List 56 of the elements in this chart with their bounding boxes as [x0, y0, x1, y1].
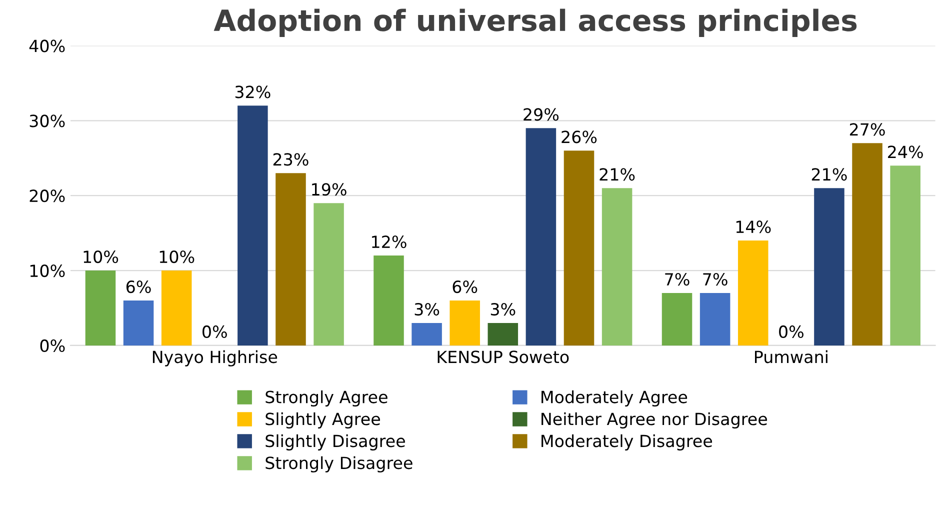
data-label: 0%	[779, 325, 804, 338]
bar	[602, 188, 632, 346]
data-label: 0%	[202, 325, 227, 338]
data-label: 10%	[160, 250, 194, 264]
chart-title: Adoption of universal access principles	[214, 8, 857, 37]
legend-label: Strongly Disagree	[266, 456, 412, 472]
data-label: 27%	[850, 123, 885, 136]
data-label: 6%	[452, 280, 478, 294]
x-tick-label: Pumwani	[755, 350, 828, 364]
data-label: 12%	[372, 236, 406, 248]
y-tick-label: 20%	[30, 190, 65, 202]
legend-label: Moderately Disagree	[542, 434, 712, 450]
legend-label: Moderately Agree	[542, 390, 688, 407]
bar	[238, 106, 268, 346]
data-label: 32%	[235, 86, 270, 98]
data-label: 19%	[312, 183, 346, 196]
bar	[314, 203, 344, 346]
data-label: 21%	[600, 168, 635, 181]
bar	[412, 322, 442, 346]
bar	[123, 300, 154, 346]
bar	[738, 240, 768, 346]
bar	[161, 270, 192, 346]
bar	[662, 292, 692, 346]
legend-label: Slightly Disagree	[266, 434, 405, 450]
y-tick-label: 40%	[29, 40, 65, 52]
data-label: 23%	[273, 153, 308, 166]
data-label: 7%	[665, 272, 690, 286]
y-tick-label: 0%	[40, 339, 65, 352]
bar	[85, 270, 116, 346]
bar	[526, 128, 556, 346]
data-label: 14%	[736, 220, 771, 234]
bar	[488, 322, 518, 346]
bar	[890, 166, 920, 346]
data-label: 26%	[562, 130, 597, 144]
bar	[700, 292, 730, 346]
legend-label: Neither Agree nor Disagree	[542, 412, 767, 429]
data-label: 24%	[888, 146, 923, 158]
bar	[450, 300, 480, 346]
bar	[852, 143, 882, 346]
data-label: 3%	[490, 302, 516, 316]
legend-label: Strongly Agree	[266, 390, 388, 407]
data-label: 21%	[812, 168, 847, 181]
data-label: 10%	[84, 250, 118, 264]
x-tick-label: KENSUP Soweto	[438, 350, 569, 364]
bar	[814, 188, 844, 346]
bar	[276, 173, 306, 346]
y-tick-label: 30%	[30, 114, 65, 128]
y-tick-label: 10%	[30, 264, 65, 278]
bar	[374, 256, 404, 346]
data-label: 6%	[126, 280, 151, 294]
bar	[564, 150, 594, 346]
data-label: 29%	[524, 108, 559, 121]
legend-label: Slightly Agree	[266, 412, 380, 429]
data-label: 7%	[703, 272, 728, 286]
x-tick-label: Nyayo Highrise	[152, 350, 278, 366]
data-label: 3%	[414, 302, 440, 316]
